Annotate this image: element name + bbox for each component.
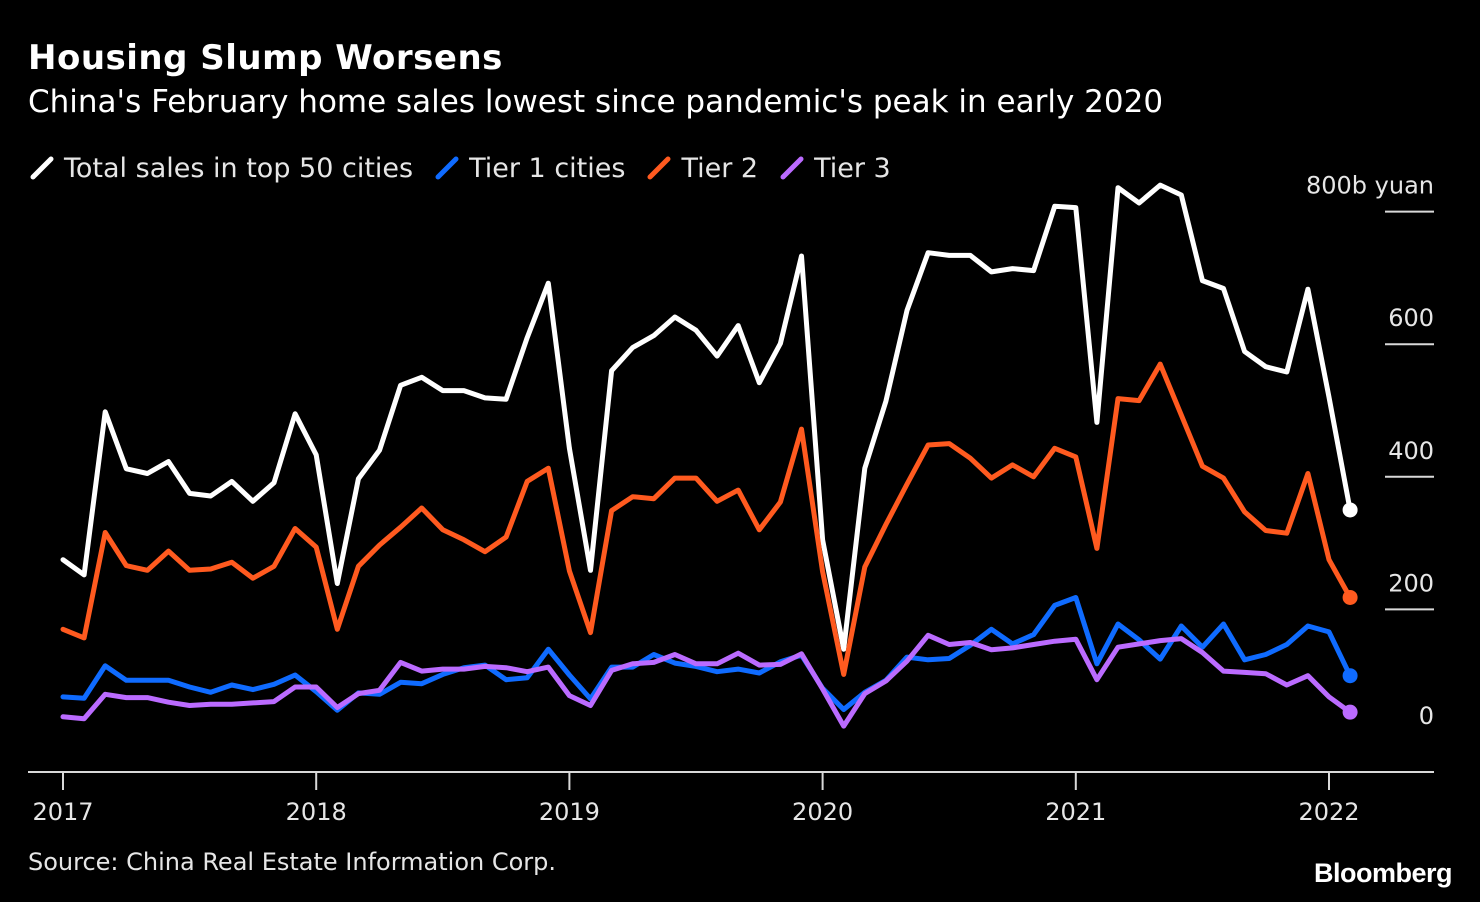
legend-label-total: Total sales in top 50 cities — [64, 152, 414, 184]
legend-label-tier2: Tier 2 — [681, 152, 759, 184]
legend-item-tier3: Tier 3 — [780, 153, 891, 184]
x-tick-label: 2018 — [286, 798, 347, 826]
y-tick-label: 800b yuan — [1306, 172, 1434, 200]
legend-item-tier2: Tier 2 — [647, 153, 758, 184]
series-line-2 — [60, 361, 1353, 677]
legend-swatch-tier1 — [435, 156, 459, 180]
y-axis: 0 200 400 600 800b yuan — [1306, 172, 1434, 730]
legend-swatch-total — [30, 156, 54, 180]
x-tick-label: 2020 — [792, 798, 853, 826]
chart-title: Housing Slump Worsens — [28, 38, 503, 78]
source-note: Source: China Real Estate Information Co… — [28, 848, 557, 876]
x-tick-label: 2019 — [539, 798, 600, 826]
legend-item-tier1: Tier 1 cities — [435, 153, 625, 184]
y-tick-label: 400 — [1388, 437, 1434, 465]
legend: Total sales in top 50 cities Tier 1 citi… — [30, 150, 891, 186]
series-end-marker-3 — [1342, 704, 1358, 720]
series-line-0 — [60, 182, 1353, 652]
y-tick-label: 0 — [1419, 702, 1434, 730]
legend-swatch-tier3 — [780, 156, 804, 180]
chart-subtitle: China's February home sales lowest since… — [28, 84, 1164, 120]
y-tick-label: 600 — [1388, 304, 1434, 332]
legend-label-tier1: Tier 1 cities — [469, 152, 626, 184]
series-end-marker-0 — [1342, 502, 1358, 518]
legend-label-tier3: Tier 3 — [814, 152, 891, 184]
series-lines — [60, 182, 1358, 729]
series-end-marker-1 — [1342, 668, 1358, 684]
legend-item-total: Total sales in top 50 cities — [30, 153, 413, 184]
x-tick-label: 2017 — [32, 798, 93, 826]
series-line-1 — [60, 595, 1353, 713]
bloomberg-logo: Bloomberg — [1313, 858, 1453, 888]
legend-swatch-tier2 — [647, 156, 671, 180]
x-axis: 2017 2018 2019 2020 2021 2022 — [28, 771, 1434, 826]
series-end-marker-2 — [1342, 589, 1358, 605]
series-line-3 — [60, 632, 1353, 729]
x-tick-label: 2021 — [1045, 798, 1106, 826]
y-tick-label: 200 — [1388, 569, 1434, 597]
x-tick-label: 2022 — [1298, 798, 1359, 826]
